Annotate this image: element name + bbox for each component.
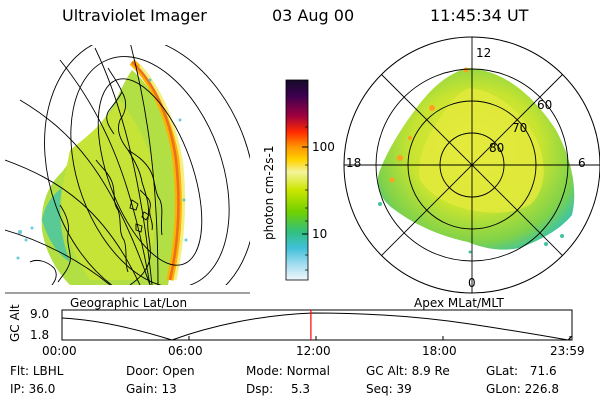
timeline-x-tick-3: 18:00	[422, 344, 457, 358]
mlt-label-18: 18	[346, 156, 362, 170]
status-seq: Seq: 39	[366, 382, 412, 396]
status-gc-alt: GC Alt: 8.9 Re	[366, 364, 450, 378]
status-dsp: Dsp: 5.3	[246, 382, 310, 396]
status-filter-label: Flt:	[10, 364, 29, 378]
mlat-label-80: 80	[489, 141, 505, 155]
status-seq-value: 39	[396, 382, 412, 396]
status-gc-alt-value: 8.9 Re	[411, 364, 450, 378]
status-filter: Flt: LBHL	[10, 364, 63, 378]
mlt-label-6: 6	[578, 156, 586, 170]
status-gain-value: 13	[161, 382, 177, 396]
status-gc-alt-label: GC Alt:	[366, 364, 408, 378]
status-door: Door: Open	[126, 364, 195, 378]
status-glat-value: 71.6	[529, 364, 557, 378]
apex-polar-plot	[343, 36, 600, 294]
status-gain-label: Gain:	[126, 382, 158, 396]
status-dsp-label: Dsp:	[246, 382, 274, 396]
status-dsp-value: 5.3	[290, 382, 311, 396]
geo-panel-label: Geographic Lat/Lon	[70, 296, 188, 310]
colorbar	[285, 79, 309, 281]
timeline-y-tick-max: 9.0	[30, 307, 50, 321]
mlat-label-60: 60	[537, 98, 553, 112]
status-glon-value: 226.8	[524, 382, 559, 396]
status-glat-label: GLat:	[486, 364, 519, 378]
status-glat: GLat: 71.6	[486, 364, 557, 378]
colorbar-tick-10: 10	[312, 227, 328, 241]
timeline-y-tick-min: 1.8	[30, 328, 50, 342]
timeline-x-tick-2: 12:00	[296, 344, 331, 358]
timeline-y-label: GC Alt	[8, 304, 22, 342]
status-mode-value: Normal	[286, 364, 330, 378]
status-filter-value: LBHL	[32, 364, 64, 378]
colorbar-tick-100: 100	[312, 140, 335, 154]
observation-time: 11:45:34 UT	[430, 6, 529, 25]
apex-panel-label: Apex MLat/MLT	[414, 296, 504, 310]
timeline-x-tick-1: 06:00	[168, 344, 203, 358]
status-ip: IP: 36.0	[10, 382, 55, 396]
status-glon-label: GLon:	[486, 382, 521, 396]
status-door-label: Door:	[126, 364, 159, 378]
geographic-map	[5, 45, 250, 285]
status-seq-label: Seq:	[366, 382, 393, 396]
mlat-label-70: 70	[512, 121, 528, 135]
colorbar-unit-label: photon cm-2s-1	[262, 145, 276, 241]
observation-date: 03 Aug 00	[272, 6, 355, 25]
status-mode-label: Mode:	[246, 364, 283, 378]
instrument-title: Ultraviolet Imager	[62, 6, 207, 25]
mlt-label-0: 0	[468, 276, 476, 290]
status-glon: GLon: 226.8	[486, 382, 559, 396]
status-mode: Mode: Normal	[246, 364, 330, 378]
status-door-value: Open	[162, 364, 195, 378]
status-gain: Gain: 13	[126, 382, 177, 396]
status-ip-label: IP:	[10, 382, 25, 396]
status-ip-value: 36.0	[28, 382, 56, 396]
altitude-timeline	[61, 309, 573, 341]
mlt-label-12: 12	[476, 46, 492, 60]
timeline-x-tick-4: 23:59	[550, 344, 585, 358]
timeline-x-tick-0: 00:00	[42, 344, 77, 358]
altitude-curve	[61, 312, 573, 341]
